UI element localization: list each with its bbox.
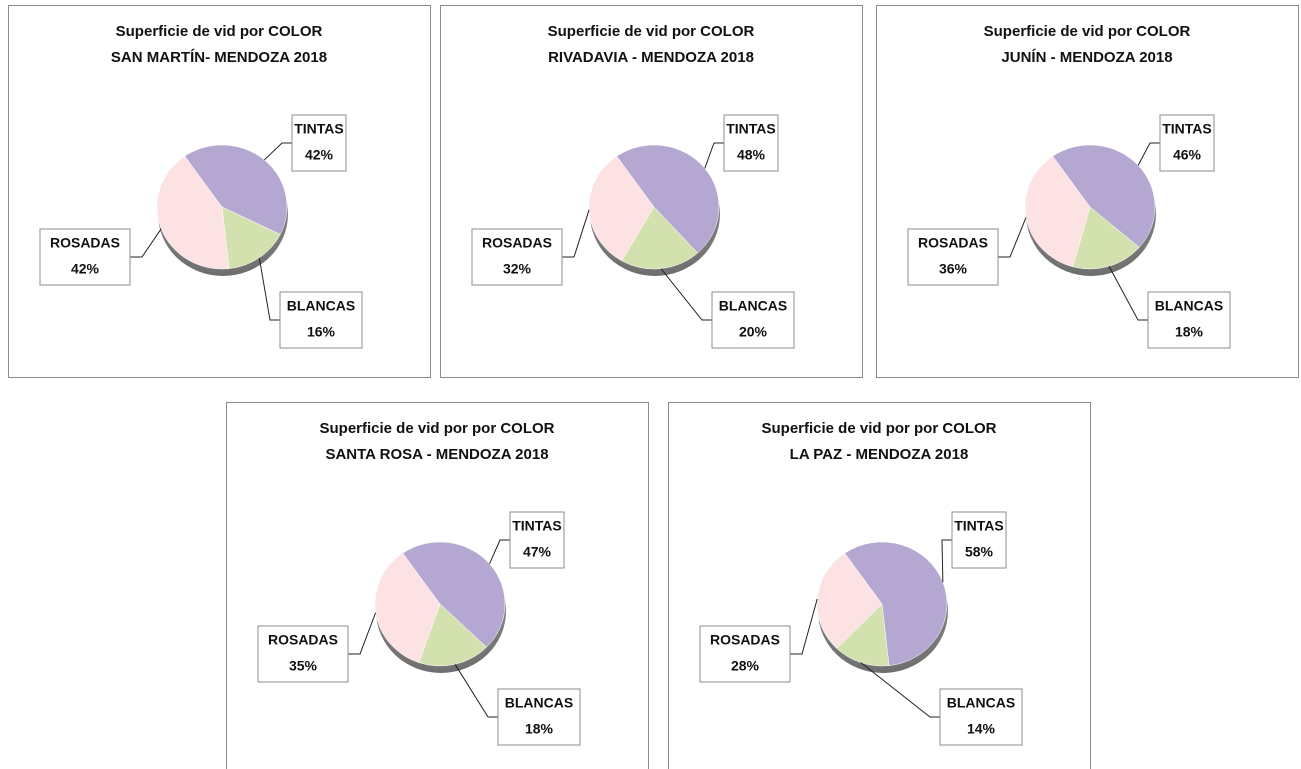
- data-label-box: [939, 688, 1023, 746]
- category-label: TINTAS: [954, 518, 1004, 534]
- data-label-box: [723, 114, 779, 172]
- chart-title: Superficie de vid por COLOR: [116, 23, 323, 40]
- value-label: 42%: [71, 261, 100, 277]
- leader-line: [263, 142, 292, 161]
- pie-chart: Superficie de vid por COLOR SAN MARTÍN- M…: [8, 5, 431, 378]
- pie-slice: [621, 206, 699, 270]
- leader-line: [454, 664, 498, 718]
- category-label: ROSADAS: [918, 235, 988, 251]
- chart-title: Superficie de vid por COLOR: [548, 23, 755, 40]
- data-label-box: [509, 511, 565, 569]
- value-label: 46%: [1173, 147, 1202, 163]
- chart-title: Superficie de vid por por COLOR: [761, 420, 996, 437]
- leader-line: [489, 539, 510, 565]
- chart-subtitle: SANTA ROSA - MENDOZA 2018: [325, 446, 548, 463]
- leader-line: [704, 142, 724, 169]
- category-label: TINTAS: [294, 121, 344, 137]
- value-label: 47%: [523, 544, 552, 560]
- leader-line: [348, 612, 377, 655]
- pie-chart: Superficie de vid por COLOR RIVADAVIA - M…: [440, 5, 863, 378]
- category-label: BLANCAS: [287, 298, 355, 314]
- chart-title: Superficie de vid por COLOR: [984, 23, 1191, 40]
- leader-line: [1137, 142, 1160, 166]
- category-label: BLANCAS: [719, 298, 787, 314]
- data-label-box: [257, 625, 349, 683]
- value-label: 18%: [525, 721, 554, 737]
- category-label: BLANCAS: [947, 695, 1015, 711]
- pie-chart: Superficie de vid por COLOR JUNÍN - MENDO…: [876, 5, 1299, 378]
- category-label: TINTAS: [726, 121, 776, 137]
- pie-slice: [221, 206, 281, 269]
- category-label: TINTAS: [512, 518, 562, 534]
- data-label-box: [279, 291, 363, 349]
- pie-slice: [1052, 144, 1156, 248]
- data-label-box: [951, 511, 1007, 569]
- leader-line: [860, 662, 940, 718]
- pie-chart: Superficie de vid por por COLOR LA PAZ - …: [668, 402, 1091, 769]
- data-label-box: [39, 228, 131, 286]
- leader-line: [998, 217, 1027, 258]
- chart-subtitle: SAN MARTÍN- MENDOZA 2018: [111, 49, 327, 66]
- pie-slice: [588, 155, 655, 262]
- category-label: ROSADAS: [482, 235, 552, 251]
- pie-slice: [616, 144, 720, 254]
- value-label: 58%: [965, 544, 994, 560]
- value-label: 48%: [737, 147, 766, 163]
- pie-slice: [184, 144, 288, 235]
- category-label: ROSADAS: [268, 632, 338, 648]
- pie-slice: [402, 541, 506, 648]
- pie-slice: [816, 552, 883, 649]
- value-label: 20%: [739, 324, 768, 340]
- value-label: 16%: [307, 324, 336, 340]
- data-label-box: [497, 688, 581, 746]
- leader-line: [790, 598, 818, 655]
- category-label: ROSADAS: [710, 632, 780, 648]
- data-label-box: [699, 625, 791, 683]
- value-label: 14%: [967, 721, 996, 737]
- value-label: 42%: [305, 147, 334, 163]
- leader-line: [130, 228, 162, 258]
- chart-subtitle: LA PAZ - MENDOZA 2018: [790, 446, 969, 463]
- data-label-box: [1147, 291, 1231, 349]
- pie-chart: Superficie de vid por por COLOR SANTA ROS…: [226, 402, 649, 769]
- pie-slice: [1024, 155, 1091, 268]
- pie-slice: [418, 603, 487, 667]
- data-label-box: [1159, 114, 1215, 172]
- chart-title: Superficie de vid por por COLOR: [319, 420, 554, 437]
- leader-line: [562, 209, 590, 258]
- value-label: 36%: [939, 261, 968, 277]
- value-label: 18%: [1175, 324, 1204, 340]
- leader-line: [1108, 266, 1148, 321]
- value-label: 28%: [731, 658, 760, 674]
- chart-subtitle: RIVADAVIA - MENDOZA 2018: [548, 49, 754, 66]
- value-label: 32%: [503, 261, 532, 277]
- leader-line: [258, 257, 280, 321]
- pie-slice: [156, 155, 230, 270]
- chart-subtitle: JUNÍN - MENDOZA 2018: [1001, 49, 1172, 66]
- pie-slice: [836, 603, 890, 667]
- pie-slice: [374, 552, 441, 663]
- leader-line: [941, 539, 952, 583]
- data-label-box: [471, 228, 563, 286]
- category-label: TINTAS: [1162, 121, 1212, 137]
- pie-slice: [1072, 206, 1140, 270]
- category-label: BLANCAS: [1155, 298, 1223, 314]
- category-label: BLANCAS: [505, 695, 573, 711]
- category-label: ROSADAS: [50, 235, 120, 251]
- data-label-box: [907, 228, 999, 286]
- value-label: 35%: [289, 658, 318, 674]
- data-label-box: [291, 114, 347, 172]
- leader-line: [660, 268, 712, 321]
- data-label-box: [711, 291, 795, 349]
